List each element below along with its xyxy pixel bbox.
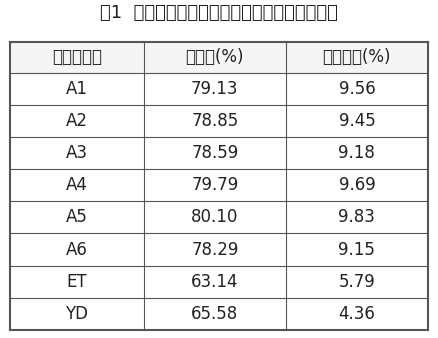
Bar [286, 105, 428, 137]
Bar [10, 298, 144, 330]
Text: A2: A2 [66, 112, 88, 130]
Text: 80.10: 80.10 [191, 208, 239, 226]
Text: 分裂指数(%): 分裂指数(%) [323, 48, 391, 66]
Text: 65.58: 65.58 [191, 305, 238, 323]
Bar [144, 169, 286, 201]
Text: A5: A5 [66, 208, 88, 226]
Bar [10, 266, 144, 298]
Text: A1: A1 [66, 80, 88, 98]
Text: 78.85: 78.85 [191, 112, 238, 130]
Text: 4.36: 4.36 [339, 305, 375, 323]
Text: 9.69: 9.69 [339, 176, 375, 194]
Bar [286, 137, 428, 169]
Bar [10, 137, 144, 169]
Bar [286, 298, 428, 330]
Bar [286, 266, 428, 298]
Bar [10, 105, 144, 137]
Bar [286, 234, 428, 266]
Text: 转化率(%): 转化率(%) [186, 48, 244, 66]
Bar [144, 73, 286, 105]
Text: 9.15: 9.15 [339, 241, 375, 259]
Text: 9.18: 9.18 [339, 144, 375, 162]
Bar [144, 42, 286, 73]
Text: A3: A3 [66, 144, 88, 162]
Text: 5.79: 5.79 [339, 273, 375, 291]
Text: 63.14: 63.14 [191, 273, 239, 291]
Text: 78.59: 78.59 [191, 144, 238, 162]
Bar [144, 298, 286, 330]
Text: A4: A4 [66, 176, 88, 194]
Text: 79.13: 79.13 [191, 80, 239, 98]
Bar [144, 137, 286, 169]
Text: YD: YD [65, 305, 88, 323]
Bar [10, 42, 144, 73]
Text: 79.79: 79.79 [191, 176, 238, 194]
Bar [10, 169, 144, 201]
Bar [144, 234, 286, 266]
Bar [10, 73, 144, 105]
Bar [286, 42, 428, 73]
Text: 表1  不同培养基淋巴细胞转化率和分裂指数比较: 表1 不同培养基淋巴细胞转化率和分裂指数比较 [100, 3, 338, 22]
Bar [286, 201, 428, 234]
Bar [144, 105, 286, 137]
Bar [286, 169, 428, 201]
Bar [144, 201, 286, 234]
Text: 9.56: 9.56 [339, 80, 375, 98]
Text: ET: ET [67, 273, 87, 291]
Text: A6: A6 [66, 241, 88, 259]
Text: 78.29: 78.29 [191, 241, 239, 259]
Bar [144, 266, 286, 298]
Text: 9.83: 9.83 [339, 208, 375, 226]
Text: 9.45: 9.45 [339, 112, 375, 130]
Text: 培养基编号: 培养基编号 [52, 48, 102, 66]
Bar [10, 201, 144, 234]
Bar [286, 73, 428, 105]
Bar [10, 234, 144, 266]
